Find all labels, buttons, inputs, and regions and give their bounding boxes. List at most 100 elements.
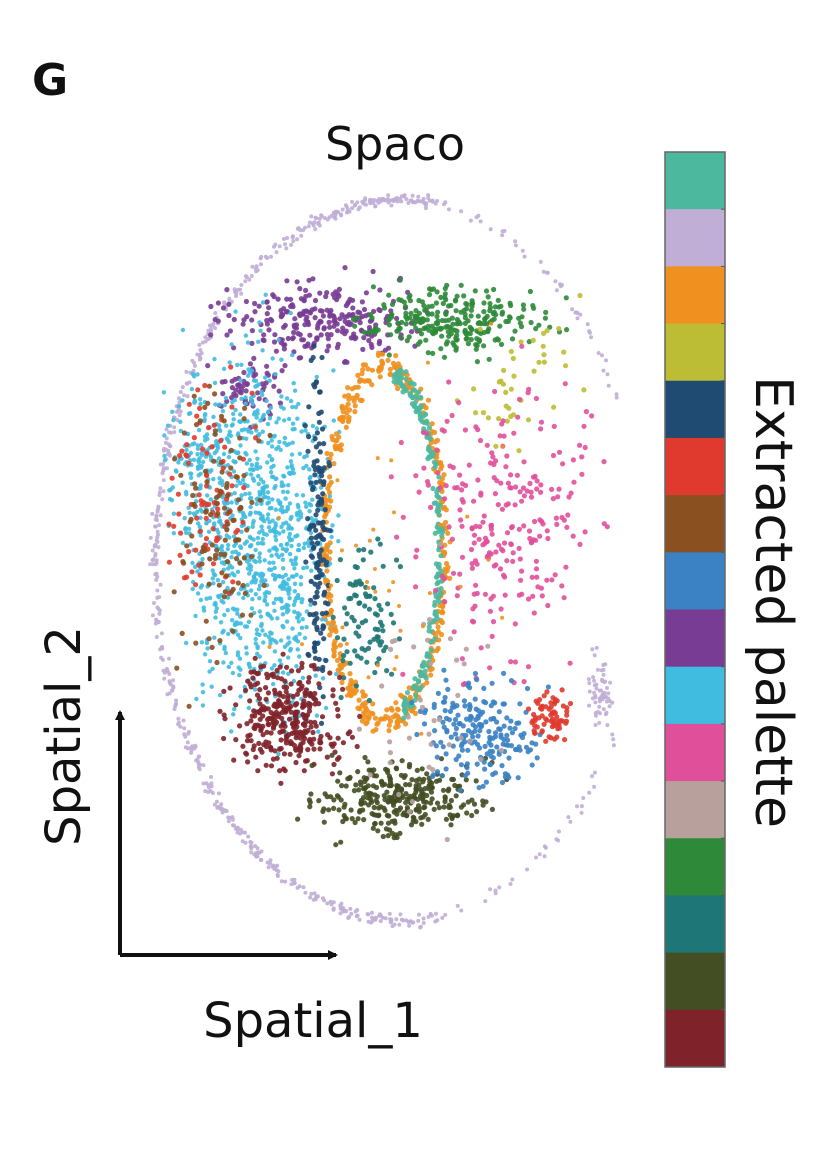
cell-point <box>195 452 200 457</box>
cell-point <box>459 908 464 913</box>
cell-point <box>365 580 369 584</box>
cell-point <box>592 653 597 658</box>
cell-point <box>238 635 243 641</box>
cell-point <box>472 696 478 702</box>
cell-point <box>301 768 307 774</box>
cell-point <box>176 716 181 721</box>
cell-point <box>238 481 243 486</box>
cell-point <box>379 197 383 202</box>
cell-point <box>321 806 327 812</box>
cell-point <box>452 327 458 333</box>
cell-point <box>304 609 310 614</box>
cell-point <box>174 698 179 703</box>
palette-swatch <box>665 1009 725 1068</box>
cell-point <box>243 751 250 757</box>
cell-point <box>282 435 288 441</box>
cell-point <box>485 294 491 300</box>
cell-point <box>280 720 286 726</box>
cell-point <box>282 586 288 591</box>
cell-point <box>356 787 362 793</box>
cell-point <box>265 501 270 506</box>
cell-point <box>326 319 332 325</box>
cell-point <box>438 466 444 472</box>
cell-point <box>434 647 440 654</box>
cell-point <box>203 536 209 542</box>
cell-point <box>257 701 263 707</box>
cell-point <box>193 485 199 491</box>
cell-point <box>267 715 274 722</box>
cell-point <box>497 323 503 329</box>
cell-point <box>399 199 404 204</box>
cell-point <box>161 489 166 494</box>
cell-point <box>219 560 225 565</box>
cell-point <box>435 690 441 697</box>
cell-point <box>403 314 409 320</box>
cell-point <box>264 363 270 369</box>
cell-point <box>459 497 465 503</box>
cell-point <box>196 760 201 765</box>
cell-point <box>443 912 448 917</box>
cell-point <box>376 200 381 205</box>
cell-point <box>255 768 261 774</box>
cell-point <box>200 459 206 465</box>
cell-point <box>320 623 326 629</box>
cell-point <box>259 858 264 863</box>
cell-point <box>295 885 300 890</box>
cell-point <box>209 542 215 548</box>
cell-point <box>336 286 342 292</box>
cell-point <box>445 530 451 536</box>
cell-point <box>265 490 271 495</box>
cell-point <box>597 699 602 704</box>
cell-point <box>350 297 356 303</box>
cell-point <box>424 792 430 799</box>
cell-point <box>347 581 353 587</box>
cell-point <box>243 687 249 693</box>
cell-point <box>271 863 276 868</box>
cell-point <box>366 378 372 384</box>
cell-point <box>582 444 588 451</box>
cell-point <box>371 585 377 591</box>
cell-point <box>248 839 253 844</box>
cell-point <box>605 686 609 690</box>
cell-point <box>239 529 244 534</box>
cell-point <box>291 602 297 607</box>
cell-point <box>498 606 504 612</box>
cell-point <box>453 308 459 314</box>
cell-point <box>212 572 218 578</box>
cell-point <box>333 209 338 214</box>
cell-point <box>220 580 226 585</box>
cell-point <box>203 508 209 514</box>
cell-point <box>226 819 231 824</box>
cell-point <box>400 514 406 520</box>
cell-point <box>416 310 422 316</box>
cell-point <box>323 705 329 711</box>
cell-point <box>452 782 458 789</box>
cell-point <box>221 688 227 695</box>
cell-point <box>154 617 159 622</box>
cell-point <box>561 349 567 355</box>
cell-point <box>368 341 374 348</box>
cell-point <box>366 606 372 612</box>
cell-point <box>512 328 518 334</box>
cell-point <box>224 484 230 490</box>
cell-point <box>284 278 290 284</box>
cell-point <box>296 745 302 751</box>
cell-point <box>471 801 478 807</box>
cell-point <box>291 725 297 731</box>
cell-point <box>253 371 259 377</box>
cell-point <box>213 326 218 331</box>
cell-point <box>448 734 454 740</box>
cell-point <box>364 659 370 665</box>
cell-point <box>545 270 549 275</box>
cell-point <box>198 486 203 491</box>
cell-point <box>387 366 393 372</box>
cell-point <box>369 367 375 373</box>
cell-point <box>500 418 506 424</box>
cell-point <box>283 689 289 695</box>
cell-point <box>500 701 506 707</box>
cell-point <box>309 891 314 896</box>
cell-point <box>248 510 253 515</box>
cell-point <box>281 751 287 757</box>
cell-point <box>501 540 508 546</box>
cell-point <box>238 443 243 448</box>
